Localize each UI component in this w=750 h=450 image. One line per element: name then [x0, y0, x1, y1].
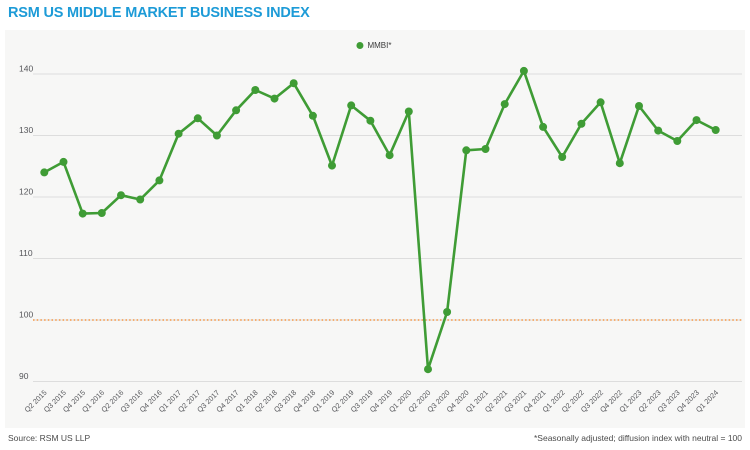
y-tick-label: 140: [19, 64, 33, 74]
data-point: [462, 146, 471, 155]
data-point: [270, 94, 279, 103]
y-tick-label: 130: [19, 125, 33, 135]
chart-footer: Source: RSM US LLP *Seasonally adjusted;…: [8, 433, 742, 443]
data-point: [424, 365, 432, 374]
data-point: [500, 100, 509, 109]
y-tick-label: 110: [19, 248, 33, 258]
data-point: [251, 86, 260, 94]
data-point: [40, 168, 49, 177]
data-point: [232, 106, 241, 115]
chart-legend: MMBI*: [356, 41, 391, 50]
source-note: Source: RSM US LLP: [8, 433, 91, 443]
data-point: [366, 116, 375, 125]
data-point: [596, 98, 605, 107]
data-point: [59, 157, 68, 166]
data-point: [635, 102, 643, 110]
data-point: [711, 126, 720, 134]
data-point: [673, 137, 682, 145]
mmbi-line: [42, 69, 718, 371]
data-point: [117, 191, 125, 200]
data-point: [558, 153, 567, 161]
data-point: [539, 122, 548, 131]
data-point: [577, 119, 586, 128]
data-point: [174, 129, 183, 138]
data-point: [404, 107, 413, 116]
data-point: [347, 101, 356, 110]
data-point: [155, 176, 164, 185]
data-point: [519, 66, 528, 75]
y-tick-label: 100: [19, 310, 33, 320]
data-point: [97, 209, 106, 217]
y-tick-label: 120: [19, 187, 33, 197]
data-point: [615, 159, 624, 168]
data-point: [328, 161, 336, 170]
data-point: [443, 308, 452, 316]
page-title: RSM US MIDDLE MARKET BUSINESS INDEX: [8, 5, 310, 21]
data-point: [212, 131, 221, 140]
footnote: *Seasonally adjusted; diffusion index wi…: [534, 433, 742, 443]
data-point: [136, 195, 145, 204]
data-point: [654, 126, 663, 135]
data-point: [78, 209, 87, 218]
y-tick-label: 90: [19, 371, 29, 381]
data-point: [289, 79, 298, 88]
data-point: [692, 116, 701, 125]
data-point: [385, 151, 394, 160]
data-point: [308, 111, 317, 120]
chart-panel: MMBI* 90 100 110 120 130 140 Q2 2015 Q3 2015 Q4 …: [5, 30, 745, 428]
legend-label: MMBI*: [367, 41, 392, 50]
data-point: [193, 114, 202, 123]
data-point: [481, 145, 490, 153]
legend-marker-icon: [356, 42, 364, 49]
